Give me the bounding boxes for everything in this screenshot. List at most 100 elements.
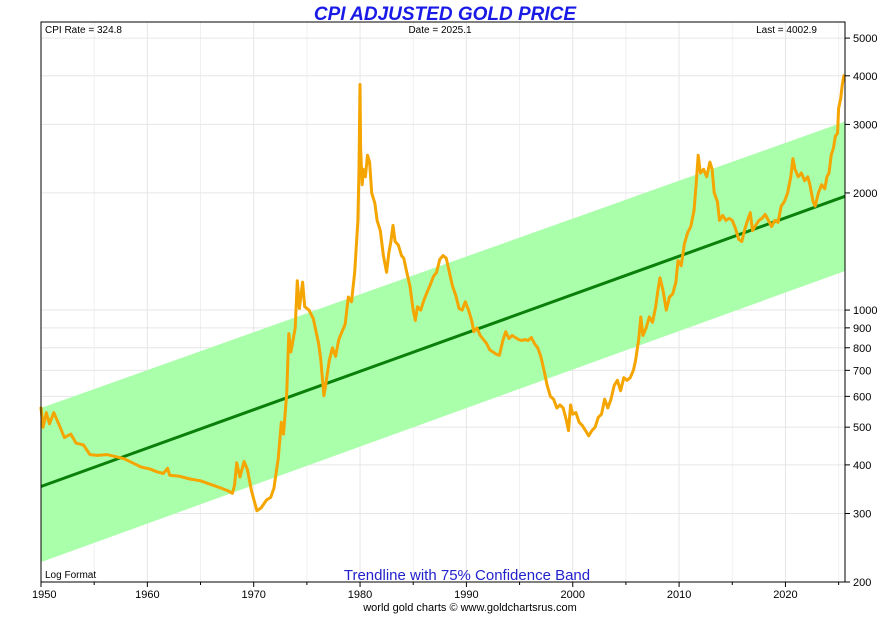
gold-price-point — [149, 468, 152, 471]
gold-price-point — [501, 340, 504, 343]
gold-price-point — [789, 175, 792, 178]
gold-price-point — [400, 254, 403, 257]
gold-price-point — [808, 183, 812, 186]
gold-price-point — [674, 280, 678, 284]
gold-price-point — [162, 472, 165, 475]
gold-price-point — [359, 147, 362, 150]
gold-price-point — [361, 183, 364, 186]
gold-price-point — [405, 271, 408, 274]
gold-price-point — [705, 175, 708, 178]
gold-price-point — [460, 308, 464, 312]
gold-price-point — [581, 424, 584, 427]
gold-price-point — [584, 429, 587, 432]
gold-price-point — [760, 217, 764, 220]
gold-price-point — [734, 227, 737, 230]
gold-price-point — [324, 381, 328, 384]
gold-price-point — [131, 461, 134, 464]
x-tick-label: 2020 — [773, 589, 797, 601]
gold-price-point — [590, 429, 594, 432]
gold-price-point — [648, 315, 651, 319]
gold-price-point — [445, 256, 448, 260]
gold-price-point — [139, 465, 143, 469]
gold-price-point — [517, 338, 520, 341]
gold-price-point — [303, 305, 306, 308]
gold-price-series-line — [39, 74, 846, 513]
gold-price-point — [285, 392, 288, 395]
y-tick-label: 900 — [853, 323, 871, 335]
gold-price-point — [498, 354, 501, 357]
gold-price-point — [331, 346, 334, 349]
gold-price-point — [289, 350, 293, 354]
gold-price-point — [549, 395, 552, 398]
gold-price-point — [555, 406, 558, 410]
gold-price-point — [322, 394, 326, 397]
gold-price-point — [48, 422, 51, 425]
gold-price-point — [689, 225, 692, 228]
gold-price-point — [287, 332, 290, 335]
gold-price-point — [368, 160, 371, 164]
gold-price-point — [510, 334, 514, 337]
gold-price-point — [668, 295, 671, 299]
gold-price-point — [697, 154, 700, 157]
gold-price-point — [114, 455, 117, 458]
gold-price-point — [451, 285, 454, 288]
gold-price-point — [740, 240, 743, 243]
gold-price-point — [166, 467, 169, 470]
gold-price-point — [577, 421, 581, 424]
gold-price-point — [806, 175, 809, 178]
gold-price-point — [603, 398, 606, 401]
gold-price-point — [834, 134, 837, 138]
gold-price-point — [350, 300, 353, 303]
gold-price-point — [96, 454, 99, 457]
gold-price-point — [644, 326, 648, 330]
gold-price-point — [776, 221, 780, 224]
gold-price-point — [425, 291, 429, 294]
gold-price-point — [654, 305, 657, 308]
gold-price-point — [429, 283, 432, 287]
gold-price-point — [438, 258, 441, 261]
gold-price-point — [317, 342, 320, 345]
gold-price-point — [764, 213, 767, 216]
gold-price-point — [220, 487, 223, 490]
gold-price-point — [803, 179, 806, 182]
gold-price-point — [562, 406, 565, 410]
gold-price-point — [836, 131, 839, 135]
gold-price-point — [832, 147, 835, 150]
gold-price-point — [754, 224, 757, 227]
gold-price-point — [422, 299, 426, 302]
gold-price-point — [296, 279, 299, 282]
gold-price-point — [839, 97, 842, 100]
gold-price-point — [661, 289, 665, 293]
gold-price-point — [416, 305, 419, 308]
gold-price-point — [231, 492, 234, 495]
gold-price-point — [235, 461, 238, 464]
gold-price-point — [676, 259, 680, 262]
gold-price-point — [558, 403, 562, 407]
gold-price-point — [587, 434, 590, 437]
gold-price-point — [479, 334, 482, 337]
gold-price-point — [637, 338, 640, 341]
gold-price-point — [783, 200, 786, 203]
gold-price-point — [533, 342, 536, 345]
gold-price-point — [475, 326, 479, 330]
gold-price-point — [122, 457, 126, 460]
gold-price-point — [457, 307, 461, 310]
gold-price-point — [773, 219, 776, 222]
gold-price-point — [272, 487, 276, 490]
y-tick-label: 3000 — [853, 119, 877, 131]
y-tick-label: 400 — [853, 460, 871, 472]
gold-price-point — [523, 338, 527, 341]
gold-price-point — [716, 200, 719, 203]
gold-price-point — [358, 83, 362, 86]
gold-price-point — [454, 294, 457, 297]
gold-price-point — [780, 204, 783, 208]
y-tick-label: 800 — [853, 343, 871, 355]
gold-price-point — [58, 426, 62, 429]
gold-price-point — [817, 191, 820, 195]
x-tick-label: 2000 — [561, 589, 585, 601]
gold-price-point — [419, 308, 422, 312]
gold-price-point — [301, 280, 304, 284]
gold-price-point — [246, 468, 249, 471]
gold-price-point — [639, 315, 642, 319]
gold-price-point — [379, 229, 382, 232]
